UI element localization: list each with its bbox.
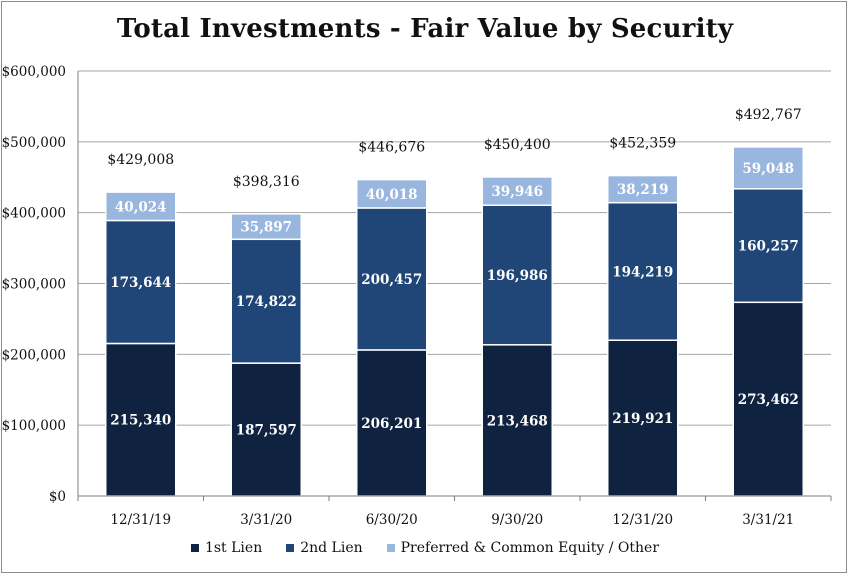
- bar-segment: [230, 238, 302, 364]
- data-label: 40,018: [366, 187, 418, 203]
- data-label: 194,219: [612, 264, 673, 280]
- y-tick-label: $200,000: [2, 347, 66, 363]
- data-label: 173,644: [110, 275, 171, 291]
- data-label: 40,024: [115, 199, 167, 215]
- bar-segment: [607, 174, 679, 204]
- bar-segment: [230, 362, 302, 497]
- bar-segment: [356, 207, 428, 351]
- legend-label: 1st Lien: [204, 540, 263, 556]
- legend-item: 2nd Lien: [286, 540, 363, 556]
- bar-segment: [230, 213, 302, 241]
- bar-segment: [356, 178, 428, 209]
- data-label: 219,921: [612, 411, 673, 427]
- x-tick-label: 12/31/19: [110, 512, 171, 528]
- data-label: 200,457: [361, 272, 422, 288]
- total-label: $446,676: [358, 140, 425, 156]
- bar-segment: [607, 339, 679, 497]
- chart-legend: 1st Lien 2nd Lien Preferred & Common Equit…: [0, 540, 850, 556]
- bar-segment: [356, 349, 428, 497]
- data-label: 39,946: [491, 184, 543, 200]
- y-tick-label: $300,000: [2, 277, 66, 293]
- total-label: $429,008: [107, 152, 174, 168]
- legend-swatch: [286, 544, 295, 552]
- data-label: 213,468: [487, 413, 548, 429]
- bar-segment: [481, 176, 553, 207]
- data-label: 206,201: [361, 416, 422, 432]
- x-tick-label: 3/31/20: [240, 512, 292, 528]
- y-tick-label: $500,000: [2, 135, 66, 151]
- y-tick-label: $400,000: [2, 206, 66, 222]
- x-tick-label: 6/30/20: [366, 512, 418, 528]
- data-label: 174,822: [236, 294, 297, 310]
- total-label: $452,359: [609, 136, 676, 152]
- data-label: 160,257: [738, 239, 799, 255]
- x-tick-label: 12/31/20: [612, 512, 673, 528]
- y-tick-label: $0: [49, 489, 66, 505]
- bar-segment: [105, 191, 177, 222]
- data-label: 215,340: [110, 413, 171, 429]
- data-label: 187,597: [236, 423, 297, 439]
- bar-segment: [481, 344, 553, 497]
- x-tick-label: 9/30/20: [491, 512, 543, 528]
- data-label: 59,048: [742, 161, 794, 177]
- data-label: 35,897: [240, 220, 292, 236]
- bar-segment: [481, 204, 553, 346]
- legend-item: Preferred & Common Equity / Other: [386, 540, 660, 556]
- data-label: 38,219: [617, 182, 669, 198]
- legend-item: 1st Lien: [190, 540, 263, 556]
- legend-label: Preferred & Common Equity / Other: [400, 540, 660, 556]
- bar-segment: [732, 188, 804, 304]
- bar-segment: [607, 201, 679, 341]
- total-label: $492,767: [735, 107, 802, 123]
- total-label: $450,400: [484, 137, 551, 153]
- legend-swatch: [190, 544, 199, 552]
- bar-segment: [732, 146, 804, 190]
- legend-swatch: [386, 544, 395, 552]
- data-label: 196,986: [487, 268, 548, 284]
- total-label: $398,316: [233, 174, 300, 190]
- x-tick-label: 3/31/21: [742, 512, 794, 528]
- y-tick-label: $600,000: [2, 64, 66, 80]
- chart-title: Total Investments - Fair Value by Securi…: [116, 14, 734, 44]
- legend-label: 2nd Lien: [300, 540, 363, 556]
- data-label: 273,462: [738, 392, 799, 408]
- y-tick-label: $100,000: [2, 418, 66, 434]
